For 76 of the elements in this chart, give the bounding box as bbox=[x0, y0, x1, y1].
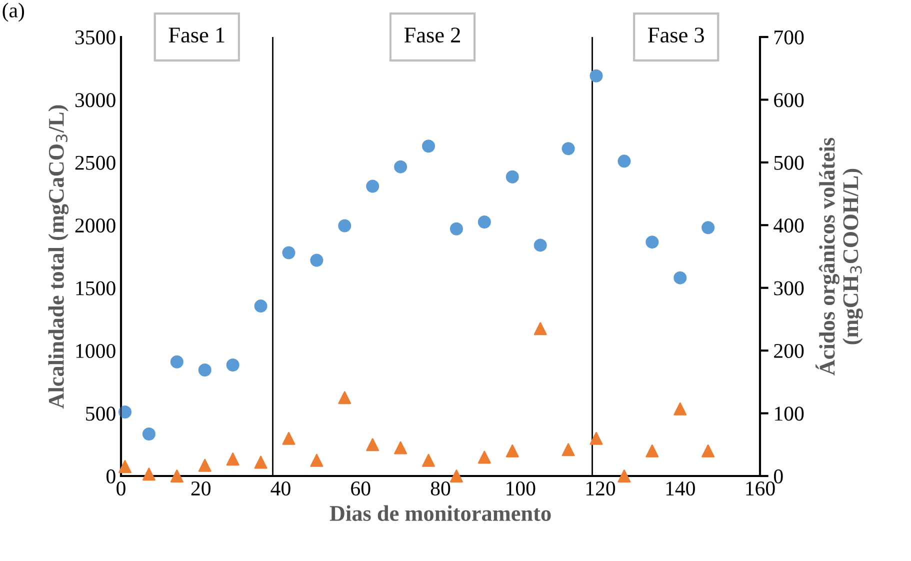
point bbox=[282, 432, 296, 445]
annotation: Fase 2 bbox=[404, 28, 460, 43]
x-tick-label: 0 bbox=[116, 481, 126, 496]
y2-tick-label: 500 bbox=[774, 156, 804, 170]
x-tick-label: 140 bbox=[666, 481, 695, 496]
point bbox=[366, 180, 380, 193]
point bbox=[534, 238, 547, 252]
point bbox=[702, 444, 715, 458]
point bbox=[118, 460, 132, 474]
point bbox=[702, 221, 715, 234]
point bbox=[394, 441, 408, 454]
x-tick-label: 120 bbox=[586, 481, 616, 496]
point bbox=[198, 458, 212, 472]
point bbox=[310, 254, 324, 267]
point bbox=[254, 456, 268, 469]
point bbox=[590, 432, 603, 445]
y-tick-label: 0 bbox=[106, 469, 116, 484]
point bbox=[310, 454, 324, 467]
point bbox=[450, 469, 463, 483]
y-tick-label: 3500 bbox=[75, 30, 116, 44]
point bbox=[618, 154, 631, 168]
x-tick-label: 60 bbox=[351, 481, 370, 496]
point bbox=[646, 236, 659, 249]
y2-tick-label: 400 bbox=[774, 218, 804, 233]
x-tick-label: 160 bbox=[746, 481, 775, 496]
y-tick-label: 1500 bbox=[76, 281, 116, 296]
x-axis-title: Dias de monitoramento bbox=[330, 505, 551, 521]
point bbox=[338, 219, 352, 232]
x-tick-label: 20 bbox=[191, 481, 210, 496]
y2-tick-label: 100 bbox=[775, 406, 804, 421]
y-axis-title: Alcalindade total (mgCaCO$_{3}$/L) bbox=[48, 105, 69, 409]
point bbox=[282, 246, 296, 260]
point bbox=[142, 468, 156, 481]
point bbox=[118, 406, 132, 419]
point bbox=[674, 402, 687, 416]
y-tick-label: 2500 bbox=[75, 156, 116, 170]
point bbox=[534, 322, 547, 336]
point bbox=[422, 454, 436, 467]
point bbox=[562, 142, 575, 156]
y2-tick-label: 300 bbox=[774, 281, 804, 296]
point bbox=[226, 452, 240, 466]
point bbox=[142, 427, 156, 440]
x-tick-label: 40 bbox=[270, 481, 290, 496]
point bbox=[506, 444, 519, 458]
point bbox=[590, 69, 603, 82]
y-tick-label: 500 bbox=[86, 406, 116, 421]
y2-tick-label: 600 bbox=[774, 93, 804, 108]
x-tick-label: 80 bbox=[430, 481, 450, 496]
y-tick-label: 2000 bbox=[75, 218, 116, 233]
point bbox=[478, 450, 491, 464]
point bbox=[506, 170, 519, 184]
point bbox=[478, 216, 491, 229]
annotation: Fase 3 bbox=[648, 28, 704, 43]
y2-axis-title: Ácidos orgânicos voláteis (mgCH$_{3}$COOH/L) bbox=[816, 138, 863, 376]
x-tick-label: 100 bbox=[506, 481, 536, 496]
text: (a) bbox=[2, 2, 24, 22]
point bbox=[562, 443, 575, 456]
point bbox=[366, 438, 380, 452]
y2-tick-label: 700 bbox=[774, 30, 804, 44]
y2-tick-label: 200 bbox=[774, 344, 804, 358]
point bbox=[422, 140, 436, 153]
y-tick-label: 3000 bbox=[75, 93, 116, 108]
point bbox=[338, 391, 352, 404]
y-tick-label: 1000 bbox=[76, 344, 116, 358]
y2-tick-label: 0 bbox=[774, 469, 783, 484]
point bbox=[170, 355, 184, 368]
point bbox=[170, 469, 184, 483]
point bbox=[254, 300, 268, 313]
point bbox=[226, 358, 240, 372]
point bbox=[646, 444, 659, 458]
point bbox=[674, 271, 687, 284]
point bbox=[450, 222, 463, 236]
point bbox=[618, 469, 631, 483]
point bbox=[394, 160, 408, 174]
annotation: Fase 1 bbox=[168, 28, 224, 43]
point bbox=[198, 364, 212, 377]
